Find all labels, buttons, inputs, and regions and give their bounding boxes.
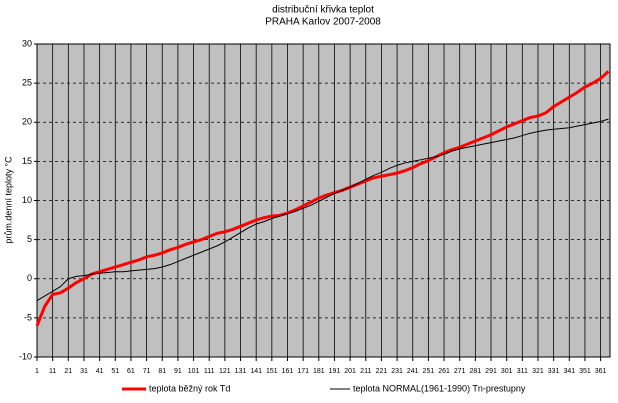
y-axis-label: prům.denní teploty °C	[3, 156, 13, 244]
y-tick-label: 15	[22, 156, 32, 166]
x-tick-label: 141	[250, 368, 262, 375]
x-tick-label: 151	[266, 368, 278, 375]
plot-area	[36, 43, 611, 358]
x-tick-label: 221	[376, 368, 388, 375]
plot-border	[36, 43, 611, 358]
x-tick-label: 81	[158, 368, 166, 375]
x-tick-label: 181	[313, 368, 325, 375]
x-tick-label: 21	[64, 368, 72, 375]
x-tick-label: 271	[454, 368, 466, 375]
chart-title: distribuční křivka teplot	[272, 5, 374, 16]
x-tick-label: 321	[532, 368, 544, 375]
legend-label: teplota NORMAL(1961-1990) Tn-prestupny	[353, 383, 526, 393]
x-tick-label: 291	[485, 368, 497, 375]
x-tick-label: 211	[360, 368, 371, 375]
data-line	[36, 118, 609, 302]
x-tick-label: 191	[329, 368, 341, 375]
x-tick-label: 41	[96, 368, 104, 375]
y-tick-label: -10	[19, 351, 32, 361]
x-tick-label: 71	[143, 368, 151, 375]
x-tick-label: 361	[595, 368, 607, 375]
x-tick-label: 311	[517, 368, 528, 375]
x-tick-label: 201	[344, 368, 356, 375]
y-tick-label: -5	[24, 312, 32, 322]
x-tick-label: 251	[423, 368, 435, 375]
x-tick-label: 131	[235, 368, 247, 375]
y-tick-label: 0	[27, 273, 32, 283]
x-tick-label: 101	[188, 368, 200, 375]
y-tick-label: 5	[27, 234, 32, 244]
x-tick-label: 281	[470, 368, 482, 375]
x-tick-label: 1	[35, 368, 39, 375]
x-tick-label: 161	[282, 368, 294, 375]
data-line	[35, 70, 610, 327]
y-tick-label: 25	[22, 78, 32, 88]
x-tick-label: 301	[501, 368, 513, 375]
x-tick-label: 231	[391, 368, 403, 375]
x-tick-label: 111	[204, 368, 215, 375]
y-tick-label: 10	[22, 195, 32, 205]
x-tick-label: 51	[111, 368, 119, 375]
x-tick-label: 261	[438, 368, 450, 375]
x-tick-label: 31	[80, 368, 88, 375]
y-tick-label: 30	[22, 38, 32, 48]
x-tick-label: 121	[219, 368, 231, 375]
x-tick-label: 331	[548, 368, 560, 375]
x-tick-label: 351	[579, 368, 591, 375]
x-tick-label: 241	[407, 368, 419, 375]
x-tick-label: 171	[297, 368, 309, 375]
chart-subtitle: PRAHA Karlov 2007-2008	[265, 17, 381, 28]
x-tick-label: 61	[127, 368, 135, 375]
legend-label: teplota běžný rok Td	[149, 383, 230, 393]
x-tick-label: 11	[49, 368, 56, 375]
x-tick-label: 341	[563, 368, 575, 375]
y-tick-label: 20	[22, 117, 32, 127]
x-tick-label: 91	[174, 368, 182, 375]
